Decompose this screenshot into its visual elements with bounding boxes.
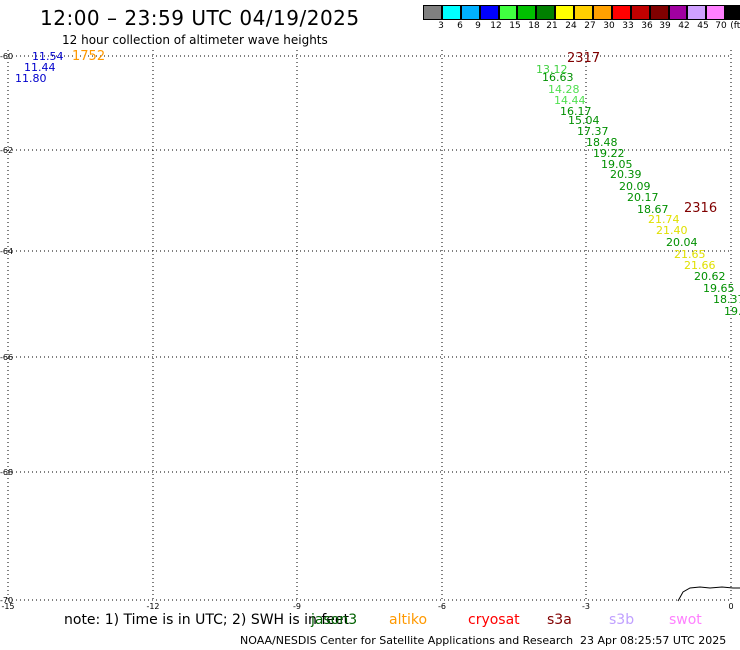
wave-height-label: 19.22 xyxy=(593,147,625,160)
track-time-label: 1752 xyxy=(72,49,105,64)
legend-swatch xyxy=(441,5,461,20)
satellite-label: s3a xyxy=(547,612,572,628)
latitude-label: -60 xyxy=(0,52,13,61)
track-time-labels: 1752 2317 2316 xyxy=(72,49,717,216)
wave-height-label: 21.66 xyxy=(684,259,716,272)
longitude-label: -15 xyxy=(1,602,14,610)
track-time-label: 2317 xyxy=(567,51,600,66)
legend-label: 70 xyxy=(715,21,727,31)
longitude-labels: -15 -12 -9 -6 -3 0 xyxy=(1,602,733,610)
wave-height-label: 20.39 xyxy=(610,168,642,181)
legend-label: 3 xyxy=(438,21,444,31)
legend-label: 36 xyxy=(641,21,653,31)
longitude-label: -6 xyxy=(438,602,446,610)
legend-label: 33 xyxy=(622,21,634,31)
legend-swatch xyxy=(706,5,726,20)
longitude-label: -12 xyxy=(146,602,159,610)
legend-label: 45 xyxy=(697,21,709,31)
legend-label: 9 xyxy=(475,21,481,31)
legend-label: 15 xyxy=(509,21,521,31)
wave-height-label: 20.17 xyxy=(627,191,659,204)
satellite-label: swot xyxy=(669,612,702,628)
note-text: note: 1) Time is in UTC; 2) SWH is in fe… xyxy=(64,612,350,628)
wave-height-label: 13.12 xyxy=(536,63,568,76)
wave-height-label: 17.37 xyxy=(577,125,609,138)
legend-label: 27 xyxy=(584,21,596,31)
legend-label: 21 xyxy=(546,21,558,31)
legend-swatch xyxy=(423,5,442,20)
track-time-label: 2316 xyxy=(684,201,717,216)
wave-height-label: 11.80 xyxy=(15,72,47,85)
satellite-label: altiko xyxy=(389,612,428,628)
legend-swatch xyxy=(668,5,688,20)
wave-height-label: 20.62 xyxy=(694,270,726,283)
longitude-label: 0 xyxy=(728,602,733,610)
satellite-label: s3b xyxy=(609,612,635,628)
map-grid xyxy=(7,50,732,601)
satellite-label: cryosat xyxy=(468,612,520,628)
wave-height-label: 11.54 xyxy=(32,50,64,63)
wave-height-label: 19.65 xyxy=(703,282,735,295)
legend-swatch xyxy=(611,5,631,20)
wave-height-label: 20.04 xyxy=(666,236,698,249)
legend-swatch xyxy=(649,5,669,20)
latitude-labels: -60 -62 -64 -66 -68 -70 xyxy=(0,52,13,605)
longitude-label: -9 xyxy=(293,602,301,610)
legend-swatch xyxy=(498,5,518,20)
wave-height-label: 18.48 xyxy=(586,136,618,149)
legend-swatch xyxy=(479,5,499,20)
legend-swatch xyxy=(725,5,740,20)
wave-height-label: 11.44 xyxy=(24,61,56,74)
footer-credit: NOAA/NESDIS Center for Satellite Applica… xyxy=(240,634,574,647)
legend-swatch xyxy=(687,5,707,20)
legend-label: 39 xyxy=(659,21,671,31)
page-subtitle: 12 hour collection of altimeter wave hei… xyxy=(62,33,328,47)
wave-height-map: -60 -62 -64 -66 -68 -70 -15 -12 -9 -6 -3 0 1752 231… xyxy=(0,49,740,610)
wave-height-label: 14.44 xyxy=(554,94,586,107)
coastline xyxy=(677,586,740,602)
wave-height-label: 21.65 xyxy=(674,248,706,261)
legend-swatch xyxy=(555,5,575,20)
legend-unit: (ft) xyxy=(730,21,740,31)
legend-label: 12 xyxy=(490,21,502,31)
legend-label: 6 xyxy=(457,21,463,31)
legend-swatch xyxy=(460,5,480,20)
wave-height-label: 21.74 xyxy=(648,213,680,226)
wave-height-label: 15.04 xyxy=(568,114,600,127)
legend-label: 18 xyxy=(528,21,540,31)
wave-height-label: 20.09 xyxy=(619,180,651,193)
wave-height-label: 14.28 xyxy=(548,83,580,96)
page-title: 12:00 – 23:59 UTC 04/19/2025 xyxy=(40,6,360,30)
satellite-label: jason3 xyxy=(311,612,358,628)
wave-height-label: 16.17 xyxy=(560,105,592,118)
latitude-label: -66 xyxy=(0,353,13,362)
legend-label: 30 xyxy=(603,21,615,31)
wave-height-label: 21.40 xyxy=(656,224,688,237)
color-scale-legend xyxy=(423,5,740,20)
latitude-label: -62 xyxy=(0,146,13,155)
legend-label: 42 xyxy=(678,21,690,31)
wave-height-label: 19.05 xyxy=(601,158,633,171)
legend-swatch xyxy=(630,5,650,20)
legend-swatch xyxy=(517,5,537,20)
legend-swatch xyxy=(536,5,556,20)
wave-height-label: 16.63 xyxy=(542,71,574,84)
latitude-label: -70 xyxy=(0,596,13,605)
wave-height-label: 19. xyxy=(724,305,740,318)
legend-swatch xyxy=(574,5,594,20)
wave-height-label: 18.37 xyxy=(713,293,740,306)
legend-swatch xyxy=(593,5,612,20)
longitude-label: -3 xyxy=(582,602,590,610)
latitude-label: -68 xyxy=(0,468,13,477)
latitude-label: -64 xyxy=(0,247,13,256)
footer-timestamp: 23 Apr 08:25:57 UTC 2025 xyxy=(580,634,727,647)
legend-label: 24 xyxy=(565,21,577,31)
wave-height-label: 18.67 xyxy=(637,203,669,216)
